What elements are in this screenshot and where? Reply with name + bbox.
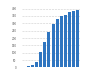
Bar — [68, 12, 71, 67]
Bar — [47, 32, 50, 67]
Bar — [72, 11, 75, 67]
Bar — [52, 24, 55, 67]
Bar — [31, 65, 34, 67]
Bar — [35, 62, 38, 67]
Bar — [27, 66, 30, 67]
Bar — [64, 14, 67, 67]
Bar — [39, 52, 42, 67]
Bar — [60, 16, 63, 67]
Bar — [56, 19, 59, 67]
Bar — [76, 10, 79, 67]
Bar — [43, 42, 46, 67]
